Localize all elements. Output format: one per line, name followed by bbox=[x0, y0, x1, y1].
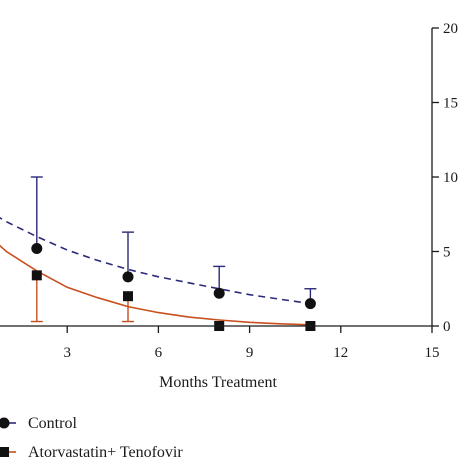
legend-label-1: Control bbox=[28, 415, 77, 432]
y-tick-label: 15 bbox=[443, 96, 458, 112]
data-point-square bbox=[123, 291, 133, 302]
legend-label-2: Atorvastatin+ Tenofovir bbox=[28, 444, 183, 461]
x-tick-label: 9 bbox=[246, 345, 254, 361]
y-tick-label: 5 bbox=[443, 245, 451, 261]
data-point-circle bbox=[122, 271, 134, 283]
fit-curve-2 bbox=[0, 244, 311, 326]
data-point-circle bbox=[304, 298, 316, 310]
x-axis-title: Months Treatment bbox=[159, 374, 277, 391]
x-tick-label: 6 bbox=[155, 345, 163, 361]
data-point-circle bbox=[31, 243, 43, 255]
fit-curve-1 bbox=[0, 217, 311, 305]
legend: Control Atorvastatin+ Tenofovir bbox=[0, 415, 183, 461]
data-point-square bbox=[31, 270, 42, 281]
x-tick-label: 12 bbox=[333, 345, 348, 361]
error-bars bbox=[30, 176, 317, 323]
data-point-circle bbox=[213, 287, 225, 299]
fit-curves bbox=[0, 217, 311, 326]
legend-marker-circle bbox=[0, 417, 10, 429]
legend-marker-square bbox=[0, 447, 9, 457]
y-tick-label: 0 bbox=[443, 319, 451, 335]
x-tick-label: 15 bbox=[425, 345, 440, 361]
y-tick-label: 20 bbox=[443, 21, 458, 37]
x-tick-label: 3 bbox=[63, 345, 71, 361]
y-tick-label: 10 bbox=[443, 170, 458, 186]
